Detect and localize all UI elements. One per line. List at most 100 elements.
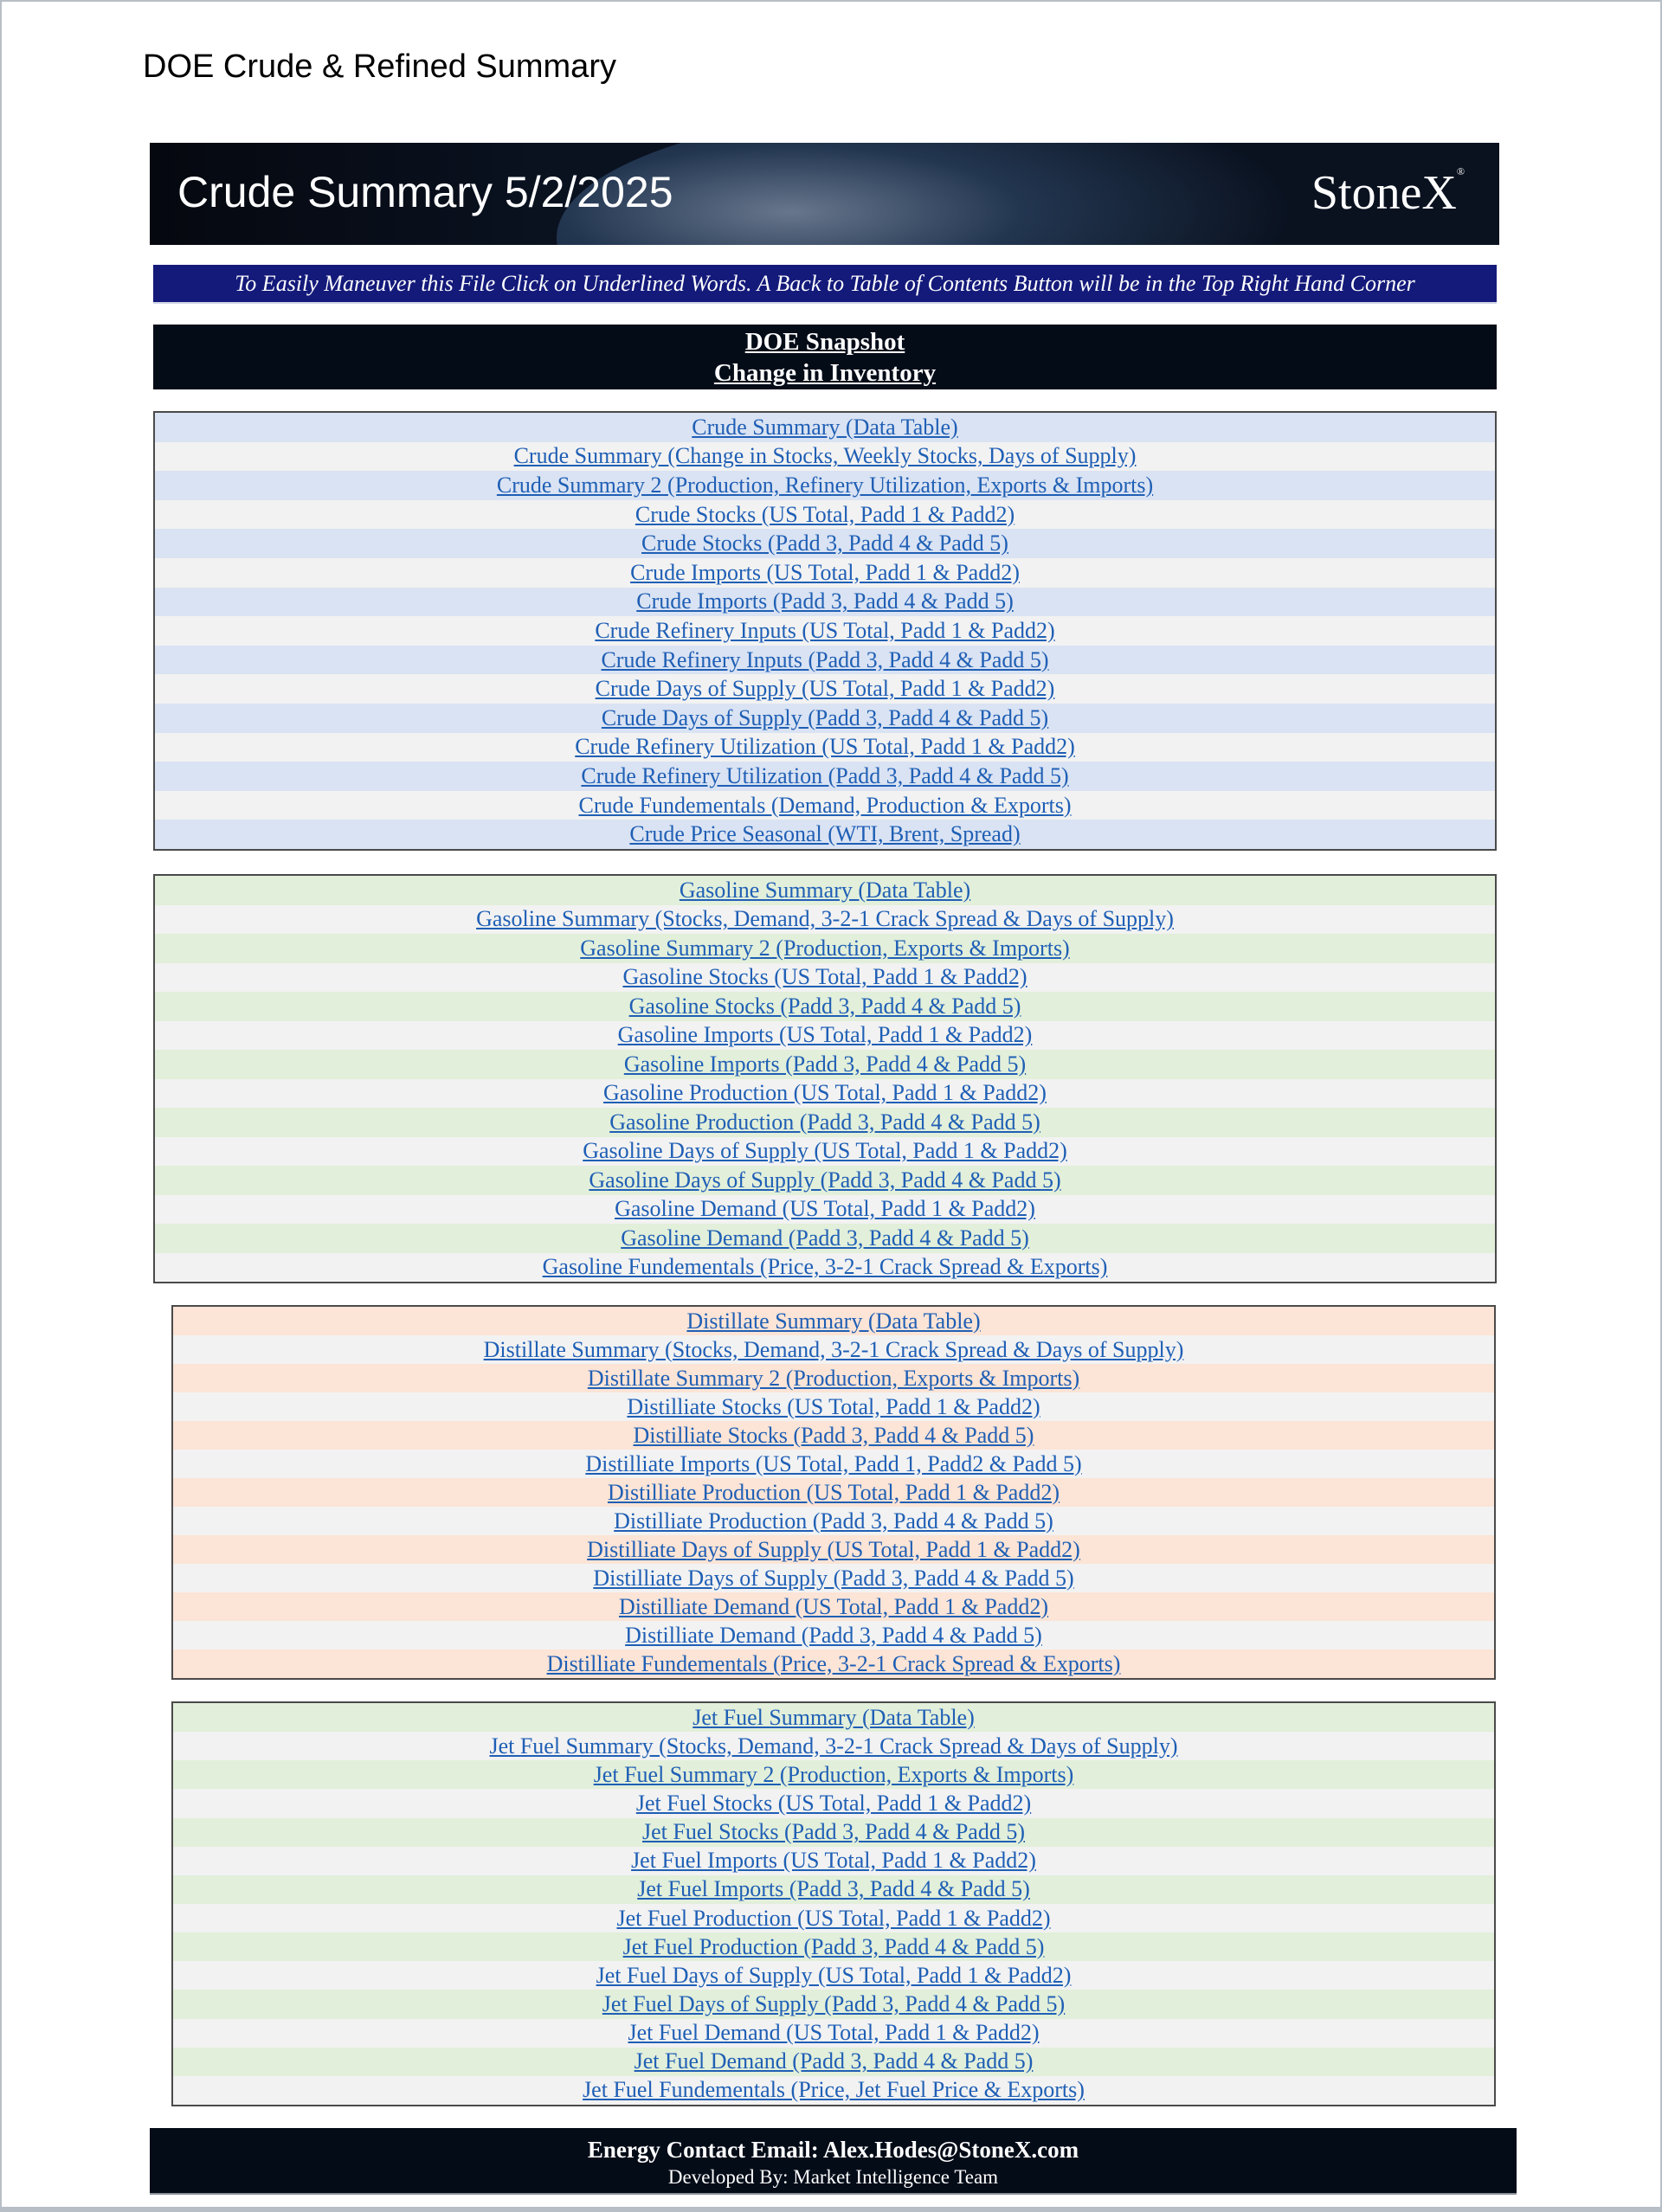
distillate-link[interactable]: Distillate Summary (Data Table) [686, 1308, 981, 1334]
banner-title: Crude Summary 5/2/2025 [177, 168, 673, 216]
distillate-link[interactable]: Distilliate Stocks (Padd 3, Padd 4 & Pad… [633, 1422, 1034, 1448]
gasoline-link[interactable]: Gasoline Summary (Data Table) [679, 877, 971, 903]
toc-row: Crude Fundementals (Demand, Production &… [155, 790, 1495, 820]
distillate-link[interactable]: Distillate Summary 2 (Production, Export… [587, 1365, 1080, 1391]
toc-row: Jet Fuel Summary 2 (Production, Exports … [173, 1760, 1494, 1790]
toc-row: Gasoline Production (Padd 3, Padd 4 & Pa… [155, 1108, 1495, 1137]
distillate-link[interactable]: Distilliate Demand (Padd 3, Padd 4 & Pad… [625, 1622, 1042, 1648]
jet-fuel-link[interactable]: Jet Fuel Summary (Data Table) [692, 1704, 975, 1730]
toc-row: Distillate Summary (Data Table) [173, 1307, 1494, 1335]
gasoline-link[interactable]: Gasoline Imports (Padd 3, Padd 4 & Padd … [623, 1051, 1027, 1077]
toc-row: Gasoline Stocks (US Total, Padd 1 & Padd… [155, 962, 1495, 992]
toc-row: Gasoline Days of Supply (US Total, Padd … [155, 1136, 1495, 1166]
gasoline-link[interactable]: Gasoline Demand (Padd 3, Padd 4 & Padd 5… [621, 1225, 1029, 1251]
jet-fuel-link[interactable]: Jet Fuel Fundementals (Price, Jet Fuel P… [583, 2077, 1085, 2103]
toc-row: Gasoline Summary (Data Table) [155, 876, 1495, 905]
earth-image [557, 143, 1336, 245]
toc-row: Crude Imports (Padd 3, Padd 4 & Padd 5) [155, 587, 1495, 617]
crude-link[interactable]: Crude Summary (Data Table) [692, 414, 958, 440]
crude-link[interactable]: Crude Days of Supply (US Total, Padd 1 &… [595, 676, 1055, 702]
jet-fuel-link[interactable]: Jet Fuel Days of Supply (US Total, Padd … [596, 1962, 1072, 1988]
distillate-link[interactable]: Distillate Summary (Stocks, Demand, 3-2-… [483, 1336, 1184, 1362]
snapshot-header: DOE Snapshot Change in Inventory [153, 325, 1497, 389]
toc-row: Crude Imports (US Total, Padd 1 & Padd2) [155, 557, 1495, 588]
crude-link[interactable]: Crude Stocks (US Total, Padd 1 & Padd2) [635, 501, 1015, 527]
toc-row: Crude Refinery Inputs (US Total, Padd 1 … [155, 616, 1495, 646]
distillate-link[interactable]: Distilliate Stocks (US Total, Padd 1 & P… [627, 1393, 1040, 1419]
crude-link[interactable]: Crude Fundementals (Demand, Production &… [578, 792, 1072, 818]
crude-link[interactable]: Crude Price Seasonal (WTI, Brent, Spread… [629, 821, 1021, 847]
gasoline-link[interactable]: Gasoline Production (US Total, Padd 1 & … [603, 1080, 1047, 1106]
toc-row: Distilliate Production (Padd 3, Padd 4 &… [173, 1507, 1494, 1535]
toc-row: Jet Fuel Production (Padd 3, Padd 4 & Pa… [173, 1932, 1494, 1962]
crude-link[interactable]: Crude Days of Supply (Padd 3, Padd 4 & P… [601, 704, 1049, 730]
jet-fuel-link[interactable]: Jet Fuel Stocks (US Total, Padd 1 & Padd… [635, 1790, 1032, 1816]
toc-row: Crude Summary (Data Table) [155, 413, 1495, 442]
toc-row: Jet Fuel Summary (Stocks, Demand, 3-2-1 … [173, 1732, 1494, 1761]
gasoline-link[interactable]: Gasoline Fundementals (Price, 3-2-1 Crac… [542, 1254, 1108, 1280]
gasoline-link[interactable]: Gasoline Summary 2 (Production, Exports … [580, 935, 1070, 961]
jet-fuel-link[interactable]: Jet Fuel Summary (Stocks, Demand, 3-2-1 … [489, 1733, 1178, 1759]
toc-row: Gasoline Imports (US Total, Padd 1 & Pad… [155, 1020, 1495, 1050]
jet-fuel-link[interactable]: Jet Fuel Stocks (Padd 3, Padd 4 & Padd 5… [642, 1819, 1025, 1845]
toc-row: Jet Fuel Demand (Padd 3, Padd 4 & Padd 5… [173, 2047, 1494, 2076]
jet-fuel-link[interactable]: Jet Fuel Demand (Padd 3, Padd 4 & Padd 5… [634, 2048, 1034, 2074]
toc-row: Jet Fuel Imports (Padd 3, Padd 4 & Padd … [173, 1874, 1494, 1904]
distillate-link[interactable]: Distilliate Days of Supply (Padd 3, Padd… [593, 1565, 1074, 1591]
jet-fuel-link[interactable]: Jet Fuel Demand (US Total, Padd 1 & Padd… [628, 2020, 1040, 2046]
crude-link[interactable]: Crude Imports (Padd 3, Padd 4 & Padd 5) [636, 588, 1014, 614]
navigation-notice: To Easily Maneuver this File Click on Un… [153, 265, 1497, 304]
logo-text: StoneX [1311, 166, 1457, 220]
distillate-link[interactable]: Distilliate Fundementals (Price, 3-2-1 C… [546, 1650, 1121, 1676]
gasoline-link[interactable]: Gasoline Imports (US Total, Padd 1 & Pad… [617, 1022, 1033, 1048]
footer: Energy Contact Email: Alex.Hodes@StoneX.… [150, 2128, 1517, 2195]
distillate-link[interactable]: Distilliate Demand (US Total, Padd 1 & P… [619, 1593, 1048, 1619]
banner: Crude Summary 5/2/2025 StoneX® [150, 143, 1499, 245]
distillate-link[interactable]: Distilliate Production (Padd 3, Padd 4 &… [614, 1508, 1053, 1534]
contact-email: Energy Contact Email: Alex.Hodes@StoneX.… [587, 2137, 1079, 2163]
gasoline-link[interactable]: Gasoline Days of Supply (US Total, Padd … [583, 1138, 1067, 1164]
toc-row: Distilliate Fundementals (Price, 3-2-1 C… [173, 1649, 1494, 1678]
crude-link[interactable]: Crude Summary 2 (Production, Refinery Ut… [496, 472, 1154, 498]
distillate-link[interactable]: Distilliate Days of Supply (US Total, Pa… [587, 1536, 1080, 1562]
distillate-link[interactable]: Distilliate Imports (US Total, Padd 1, P… [585, 1450, 1082, 1476]
distillate-link[interactable]: Distilliate Production (US Total, Padd 1… [607, 1479, 1060, 1505]
jet-fuel-link[interactable]: Jet Fuel Days of Supply (Padd 3, Padd 4 … [602, 1990, 1066, 2016]
toc-row: Distilliate Stocks (Padd 3, Padd 4 & Pad… [173, 1421, 1494, 1450]
jet-fuel-link[interactable]: Jet Fuel Summary 2 (Production, Exports … [593, 1761, 1074, 1787]
gasoline-link[interactable]: Gasoline Production (Padd 3, Padd 4 & Pa… [609, 1109, 1040, 1135]
jet-fuel-link[interactable]: Jet Fuel Production (Padd 3, Padd 4 & Pa… [622, 1933, 1045, 1959]
toc-row: Distilliate Stocks (US Total, Padd 1 & P… [173, 1392, 1494, 1421]
toc-row: Crude Days of Supply (US Total, Padd 1 &… [155, 674, 1495, 704]
jet-fuel-link[interactable]: Jet Fuel Production (US Total, Padd 1 & … [616, 1905, 1051, 1931]
toc-row: Distilliate Days of Supply (Padd 3, Padd… [173, 1564, 1494, 1592]
toc-row: Jet Fuel Days of Supply (US Total, Padd … [173, 1961, 1494, 1990]
jet-fuel-link[interactable]: Jet Fuel Imports (Padd 3, Padd 4 & Padd … [637, 1876, 1030, 1902]
toc-row: Jet Fuel Stocks (US Total, Padd 1 & Padd… [173, 1789, 1494, 1818]
toc-row: Crude Refinery Utilization (Padd 3, Padd… [155, 762, 1495, 791]
gasoline-link[interactable]: Gasoline Summary (Stocks, Demand, 3-2-1 … [476, 906, 1174, 932]
gasoline-link[interactable]: Gasoline Demand (US Total, Padd 1 & Padd… [615, 1196, 1035, 1222]
toc-row: Gasoline Days of Supply (Padd 3, Padd 4 … [155, 1166, 1495, 1195]
stonex-logo: StoneX® [1311, 165, 1465, 220]
gasoline-link[interactable]: Gasoline Days of Supply (Padd 3, Padd 4 … [589, 1167, 1061, 1193]
toc-row: Crude Stocks (US Total, Padd 1 & Padd2) [155, 499, 1495, 530]
gasoline-link[interactable]: Gasoline Stocks (Padd 3, Padd 4 & Padd 5… [628, 993, 1021, 1019]
crude-link[interactable]: Crude Refinery Utilization (US Total, Pa… [575, 734, 1075, 760]
doe-snapshot-link[interactable]: DOE Snapshot [744, 328, 905, 356]
crude-section: Crude Summary (Data Table) Crude Summary … [153, 411, 1497, 851]
crude-link[interactable]: Crude Refinery Inputs (Padd 3, Padd 4 & … [601, 646, 1049, 672]
crude-link[interactable]: Crude Summary (Change in Stocks, Weekly … [513, 443, 1137, 469]
distillate-section: Distillate Summary (Data Table) Distillat… [171, 1305, 1496, 1680]
crude-link[interactable]: Crude Stocks (Padd 3, Padd 4 & Padd 5) [641, 530, 1008, 556]
gasoline-link[interactable]: Gasoline Stocks (US Total, Padd 1 & Padd… [622, 964, 1027, 990]
change-in-inventory-link[interactable]: Change in Inventory [713, 359, 937, 387]
crude-link[interactable]: Crude Refinery Utilization (Padd 3, Padd… [581, 762, 1069, 788]
toc-row: Crude Summary (Change in Stocks, Weekly … [155, 441, 1495, 472]
jet-fuel-link[interactable]: Jet Fuel Imports (US Total, Padd 1 & Pad… [631, 1848, 1036, 1874]
toc-row: Crude Refinery Inputs (Padd 3, Padd 4 & … [155, 645, 1495, 675]
jet-fuel-section: Jet Fuel Summary (Data Table) Jet Fuel Su… [171, 1701, 1496, 2106]
crude-link[interactable]: Crude Imports (US Total, Padd 1 & Padd2) [630, 559, 1020, 585]
toc-row: Jet Fuel Production (US Total, Padd 1 & … [173, 1903, 1494, 1933]
crude-link[interactable]: Crude Refinery Inputs (US Total, Padd 1 … [595, 617, 1055, 643]
